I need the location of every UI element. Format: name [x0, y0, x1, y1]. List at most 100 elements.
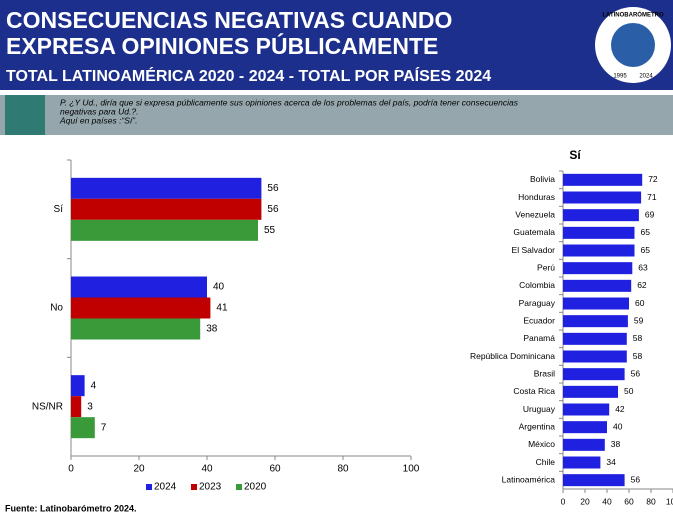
y-tick-label: Chile: [536, 457, 556, 467]
data-label: 38: [611, 439, 621, 449]
bar: [563, 226, 635, 239]
x-tick-label: 20: [133, 464, 145, 475]
data-label: 42: [615, 404, 625, 414]
bar: [71, 297, 211, 319]
y-tick-label: Paraguay: [519, 298, 556, 308]
x-tick-label: 80: [646, 496, 656, 506]
legend-swatch: [146, 484, 152, 490]
logo-year: 1995: [613, 74, 627, 80]
y-tick-label: Ecuador: [523, 315, 555, 325]
bar: [563, 173, 643, 186]
subtitle: TOTAL LATINOAMÉRICA 2020 - 2024 - TOTAL …: [6, 66, 491, 85]
data-label: 65: [641, 245, 651, 255]
x-tick-label: 0: [561, 496, 566, 506]
bar: [563, 438, 605, 451]
data-label: 7: [101, 422, 107, 433]
question-text: Aquí en países :“Sí”.: [59, 115, 137, 125]
logo-name: LATINOBARÓMETRO: [602, 11, 664, 19]
bar: [71, 276, 207, 298]
x-tick-label: 60: [269, 464, 281, 475]
data-label: 63: [638, 262, 648, 272]
data-label: 3: [87, 401, 93, 412]
data-label: 58: [633, 333, 643, 343]
title-line: EXPRESA OPINIONES PÚBLICAMENTE: [6, 32, 438, 59]
y-tick-label: Bolivia: [530, 174, 555, 184]
y-tick-label: Colombia: [519, 280, 555, 290]
x-tick-label: 80: [337, 464, 349, 475]
bar: [71, 219, 258, 241]
data-label: 58: [633, 351, 643, 361]
bar: [563, 244, 635, 257]
x-tick-label: 40: [602, 496, 612, 506]
data-label: 41: [216, 303, 228, 314]
bar: [563, 279, 632, 292]
question-band: [0, 95, 673, 135]
title-line: CONSECUENCIAS NEGATIVAS CUANDO: [6, 7, 452, 33]
data-label: 59: [634, 315, 644, 325]
y-tick-label: El Salvador: [512, 245, 556, 255]
bar: [563, 191, 642, 204]
bar: [563, 474, 625, 487]
x-tick-label: 60: [624, 496, 634, 506]
question-icon: [5, 95, 45, 135]
y-tick-label: Panamá: [523, 333, 555, 343]
source: Fuente: Latinobarómetro 2024.: [5, 503, 137, 513]
y-tick-label: Uruguay: [523, 404, 556, 414]
data-label: 40: [613, 421, 623, 431]
legend-swatch: [236, 484, 242, 490]
legend-swatch: [191, 484, 197, 490]
bar: [563, 403, 610, 416]
legend-label: 2020: [244, 482, 267, 493]
x-tick-label: 0: [68, 464, 74, 475]
legend-label: 2023: [199, 482, 222, 493]
logo-globe: [611, 23, 655, 67]
x-tick-label: 100: [403, 464, 420, 475]
bar: [563, 332, 627, 345]
chart-title: Sí: [569, 148, 581, 162]
data-label: 55: [264, 225, 276, 236]
question-text: negativas para Ud.?.: [60, 106, 138, 116]
y-tick-label: Venezuela: [515, 209, 555, 219]
data-label: 72: [648, 174, 658, 184]
data-label: 56: [267, 183, 279, 194]
y-tick-label: Guatemala: [513, 227, 555, 237]
bar: [71, 177, 262, 199]
bar: [563, 456, 601, 469]
y-tick-label: Argentina: [519, 421, 556, 431]
data-label: 71: [647, 192, 657, 202]
bar: [563, 368, 625, 381]
data-label: 65: [641, 227, 651, 237]
data-label: 56: [631, 368, 641, 378]
y-tick-label: Perú: [537, 262, 555, 272]
y-tick-label: Sí: [54, 204, 64, 215]
data-label: 38: [206, 324, 218, 335]
y-tick-label: México: [528, 439, 555, 449]
legend-label: 2024: [154, 482, 177, 493]
bar: [563, 209, 639, 222]
data-label: 40: [213, 282, 225, 293]
bar: [563, 385, 618, 398]
data-label: 4: [91, 380, 97, 391]
question-text: P. ¿Y Ud., diría que si expresa públicam…: [60, 97, 519, 107]
data-label: 56: [267, 204, 279, 215]
x-tick-label: 100: [666, 496, 673, 506]
bar: [563, 315, 628, 328]
y-tick-label: Latinoamérica: [502, 474, 556, 484]
bar: [71, 396, 82, 418]
bar: [71, 375, 85, 397]
logo-year: 2024: [639, 74, 653, 80]
header-band: [0, 0, 673, 90]
data-label: 50: [624, 386, 634, 396]
bar: [563, 297, 629, 310]
x-tick-label: 40: [201, 464, 213, 475]
bar: [563, 262, 633, 275]
bar: [71, 198, 262, 220]
data-label: 34: [606, 457, 616, 467]
data-label: 56: [631, 474, 641, 484]
bar: [71, 318, 201, 340]
bar: [563, 350, 627, 363]
data-label: 62: [637, 280, 647, 290]
data-label: 69: [645, 209, 655, 219]
